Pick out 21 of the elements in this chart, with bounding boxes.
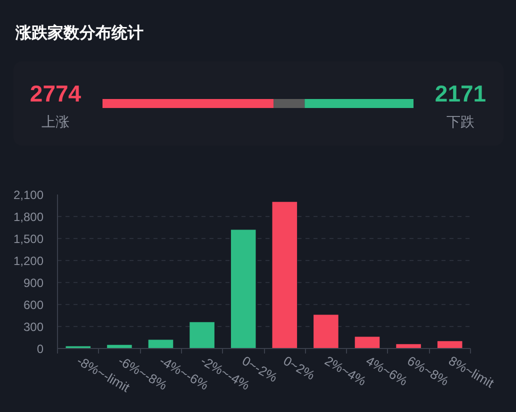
text: 下跌 [446, 114, 474, 130]
y-tick-label: 300 [23, 320, 44, 334]
y-tick-label: 2,100 [13, 188, 44, 202]
bar [314, 314, 338, 348]
text: 2171 [434, 80, 486, 106]
y-tick-label: 900 [23, 276, 44, 290]
y-tick-label: 0 [36, 342, 44, 356]
y-tick-label: 1,800 [13, 210, 44, 224]
bar [354, 336, 380, 348]
text: 2774 [30, 80, 82, 106]
bar [272, 202, 298, 348]
bar [190, 322, 214, 348]
y-tick-label: 600 [23, 298, 44, 312]
bar [148, 340, 174, 348]
bar [437, 341, 462, 348]
bar [396, 344, 421, 348]
bar [230, 230, 256, 348]
y-tick-label: 1,500 [13, 232, 44, 246]
y-tick-label: 1,200 [13, 254, 44, 268]
text: 上涨 [42, 114, 70, 130]
chart-title: 涨跌家数分布统计 [14, 23, 144, 42]
